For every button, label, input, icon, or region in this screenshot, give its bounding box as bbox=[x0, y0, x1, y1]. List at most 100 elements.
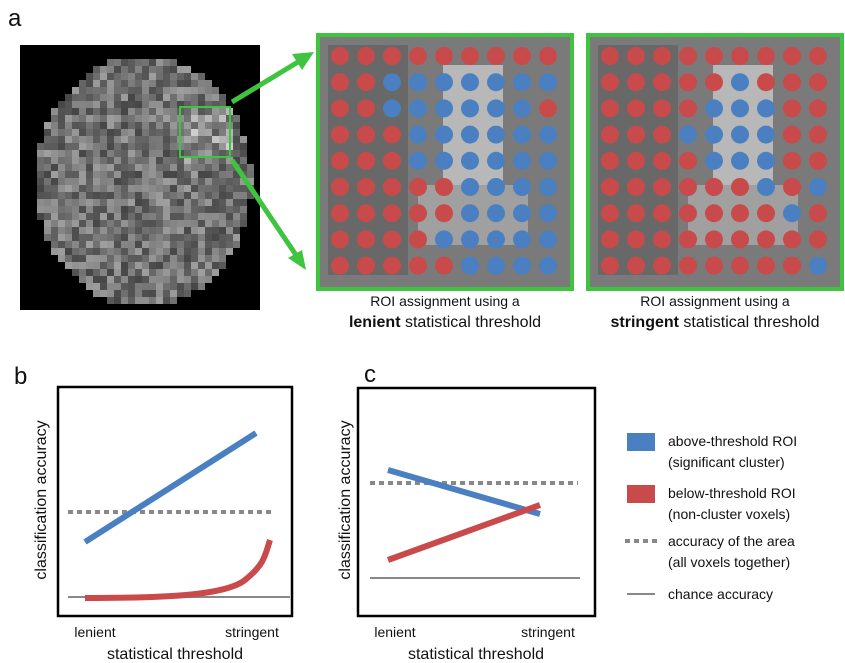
voxel bbox=[135, 136, 142, 143]
voxel bbox=[100, 143, 107, 150]
voxel bbox=[135, 129, 142, 136]
voxel-dot bbox=[513, 73, 531, 91]
voxel bbox=[86, 101, 93, 108]
voxel bbox=[128, 73, 135, 80]
voxel-dot bbox=[357, 204, 375, 222]
voxel-dot bbox=[627, 152, 645, 170]
voxel bbox=[226, 192, 233, 199]
below-roi-line bbox=[388, 505, 540, 560]
voxel bbox=[191, 73, 198, 80]
voxel bbox=[114, 66, 121, 73]
voxel-dot bbox=[653, 99, 671, 117]
voxel bbox=[100, 213, 107, 220]
voxel bbox=[44, 199, 51, 206]
voxel bbox=[177, 87, 184, 94]
voxel bbox=[184, 192, 191, 199]
voxel bbox=[51, 213, 58, 220]
voxel bbox=[240, 206, 247, 213]
voxel bbox=[79, 220, 86, 227]
voxel bbox=[107, 164, 114, 171]
voxel bbox=[205, 80, 212, 87]
voxel bbox=[65, 185, 72, 192]
voxel bbox=[107, 59, 114, 66]
voxel bbox=[121, 66, 128, 73]
voxel bbox=[198, 164, 205, 171]
voxel bbox=[177, 94, 184, 101]
voxel bbox=[79, 150, 86, 157]
voxel bbox=[121, 213, 128, 220]
voxel bbox=[121, 129, 128, 136]
voxel-dot bbox=[809, 230, 827, 248]
voxel bbox=[72, 108, 79, 115]
voxel bbox=[93, 283, 100, 290]
voxel-dot bbox=[331, 204, 349, 222]
voxel bbox=[163, 192, 170, 199]
voxel bbox=[149, 101, 156, 108]
voxel bbox=[135, 164, 142, 171]
voxel bbox=[114, 129, 121, 136]
voxel bbox=[156, 290, 163, 297]
voxel bbox=[205, 94, 212, 101]
voxel bbox=[177, 178, 184, 185]
voxel bbox=[72, 192, 79, 199]
voxel bbox=[212, 262, 219, 269]
voxel-dot bbox=[679, 152, 697, 170]
voxel bbox=[79, 94, 86, 101]
voxel bbox=[72, 171, 79, 178]
voxel bbox=[219, 164, 226, 171]
voxel bbox=[72, 199, 79, 206]
voxel bbox=[219, 248, 226, 255]
voxel bbox=[135, 108, 142, 115]
legend-swatch bbox=[627, 433, 655, 451]
voxel bbox=[72, 129, 79, 136]
voxel-dot bbox=[679, 47, 697, 65]
voxel bbox=[51, 164, 58, 171]
voxel bbox=[37, 150, 44, 157]
voxel bbox=[128, 199, 135, 206]
voxel bbox=[149, 220, 156, 227]
panel-label: c bbox=[364, 361, 376, 388]
voxel bbox=[121, 101, 128, 108]
voxel-dot bbox=[383, 204, 401, 222]
voxel bbox=[191, 283, 198, 290]
voxel bbox=[128, 185, 135, 192]
voxel bbox=[86, 199, 93, 206]
voxel bbox=[212, 122, 219, 129]
voxel bbox=[205, 206, 212, 213]
voxel bbox=[93, 234, 100, 241]
voxel bbox=[205, 108, 212, 115]
voxel bbox=[149, 94, 156, 101]
x-label: statistical threshold bbox=[408, 646, 544, 663]
voxel bbox=[240, 136, 247, 143]
voxel-dot bbox=[383, 99, 401, 117]
voxel bbox=[142, 150, 149, 157]
voxel bbox=[163, 122, 170, 129]
voxel bbox=[93, 108, 100, 115]
voxel-dot bbox=[513, 204, 531, 222]
voxel bbox=[128, 157, 135, 164]
voxel-dot bbox=[331, 47, 349, 65]
voxel bbox=[114, 234, 121, 241]
voxel bbox=[128, 122, 135, 129]
voxel-dot bbox=[757, 99, 775, 117]
voxel bbox=[149, 255, 156, 262]
voxel bbox=[142, 192, 149, 199]
voxel bbox=[226, 164, 233, 171]
voxel bbox=[128, 108, 135, 115]
voxel bbox=[149, 143, 156, 150]
voxel bbox=[205, 115, 212, 122]
voxel bbox=[72, 269, 79, 276]
voxel bbox=[114, 94, 121, 101]
voxel bbox=[65, 262, 72, 269]
voxel bbox=[170, 108, 177, 115]
voxel bbox=[79, 192, 86, 199]
voxel bbox=[107, 129, 114, 136]
voxel bbox=[184, 255, 191, 262]
voxel bbox=[212, 206, 219, 213]
voxel bbox=[44, 185, 51, 192]
voxel bbox=[121, 157, 128, 164]
voxel bbox=[163, 94, 170, 101]
voxel bbox=[58, 206, 65, 213]
voxel bbox=[184, 87, 191, 94]
voxel bbox=[212, 108, 219, 115]
